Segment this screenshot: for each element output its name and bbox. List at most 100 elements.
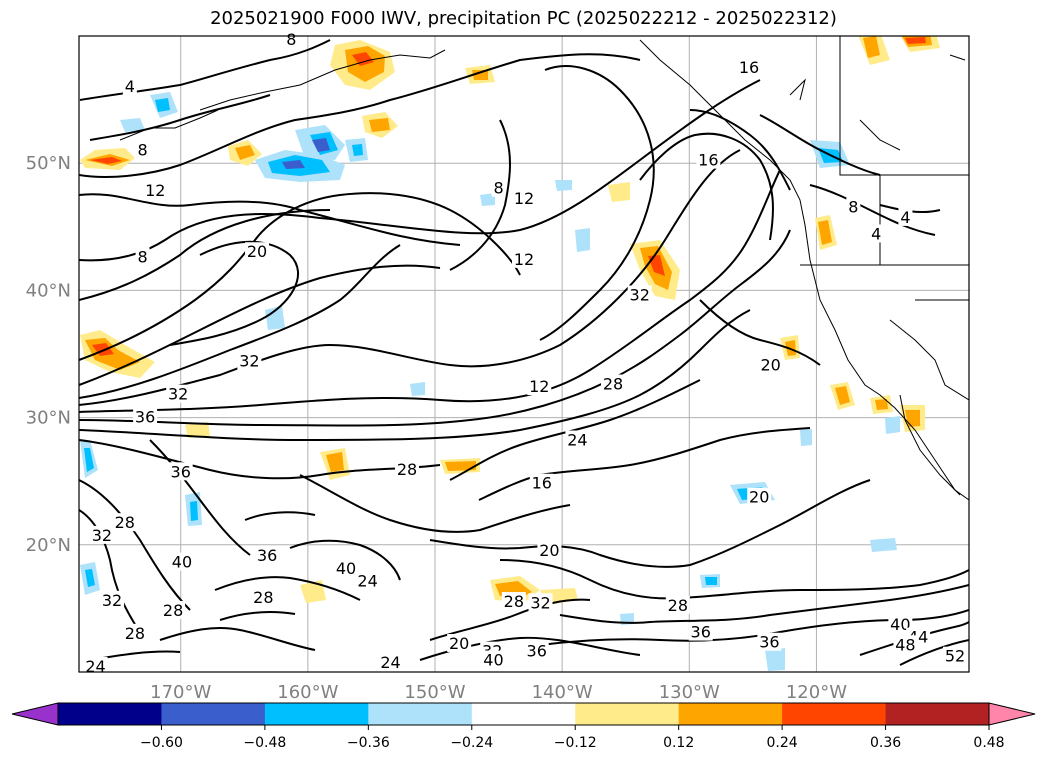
colorbar-swatch [782,703,887,725]
contour-label-bg [83,656,108,675]
colorbar-tick-label: −0.60 [140,735,183,751]
contour-label-text: 40 [890,615,910,634]
contour-label: 16 [696,150,721,170]
contour-label-bg [757,632,782,651]
contour-label-bg [112,513,137,532]
contour-label-text: 32 [530,593,550,612]
contour-label-text: 24 [85,657,105,676]
contour-label: 24 [378,653,403,672]
contour-label-text: 12 [145,181,165,200]
colorbar-swatch [471,703,576,725]
contour-label-text: 4 [125,77,135,96]
colorbar-swatch [678,703,783,725]
contour-label-text: 36 [257,546,277,565]
contour-label-text: 8 [137,247,147,266]
lon-tick-label: 120°W [786,682,847,703]
lat-tick-label: 50°N [26,153,71,174]
colorbar-tick-label: 0.12 [663,735,694,751]
contour-label-text: 36 [527,642,547,661]
contour-label-bg [524,641,549,660]
colorbar-swatch [161,703,266,725]
contour-label-text: 48 [895,635,915,654]
contour-label: 20 [537,541,562,560]
lon-tick-label: 130°W [659,682,720,703]
lon-tick-label: 140°W [532,682,593,703]
contour-label-text: 36 [691,623,711,642]
lat-tick-label: 40°N [26,280,71,301]
contour-label-bg [122,623,147,642]
contour-label-bg [133,407,158,426]
contour-label-bg [491,178,506,197]
contour-label: 28 [665,595,690,615]
contour-label: 8 [491,178,506,198]
contour-label-bg [512,249,536,268]
gridlines [79,36,969,672]
contour-label: 24 [565,430,590,449]
lat-tick-label: 30°N [26,408,71,429]
lon-tick-label: 170°W [150,682,211,703]
colorbar-tick-label: −0.48 [243,735,286,751]
contour-label: 24 [83,656,108,676]
contour-label: 8 [846,197,861,217]
map-frame [78,35,970,673]
contour-label-bg [688,622,713,641]
contour-label-bg [89,525,114,544]
contour-label: 40 [481,650,506,670]
contour-label-bg [143,181,168,200]
contour-label-text: 32 [630,285,650,304]
contour-label-text: 28 [603,375,623,394]
contour-label: 28 [161,600,186,620]
contour-label-text: 28 [397,460,417,479]
contour-label-text: 32 [92,526,112,545]
contour-label: 20 [758,355,783,374]
contour-label-text: 36 [171,462,191,481]
contour-label-text: 24 [567,430,587,449]
colorbar-extend-high [988,702,1036,726]
colorbar-extend-low [11,702,59,726]
lon-tick-label: 150°W [404,682,465,703]
contour-label-bg [135,247,150,266]
contour-label-text: 28 [115,513,135,532]
contour-label: 28 [251,588,276,607]
colorbar-tick-label: −0.24 [450,735,493,751]
lon-tick-label: 160°W [277,682,338,703]
map-title: 2025021900 F000 IWV, precipitation PC (2… [210,8,837,29]
colorbar-tick-label: 0.48 [973,735,1004,751]
contour-label: 20 [447,634,472,653]
contour-label-text: 16 [532,474,552,493]
longitude-labels: 170°W 160°W 150°W 140°W 130°W 120°W [150,682,847,703]
contour-label-text: 36 [135,408,155,427]
contour-label-bg [943,646,968,665]
contour-label-text: 12 [529,377,549,396]
contour-label-bg [135,140,150,159]
contour-label: 28 [601,374,625,394]
lat-tick-label: 20°N [26,535,71,556]
contour-label: 36 [255,546,280,565]
contour-label-bg [122,76,137,95]
contour-label-text: 28 [163,601,183,620]
contour-label-text: 12 [514,250,534,269]
contour-label-bg [869,224,884,243]
contour-label: 16 [529,473,554,493]
contour-label: 28 [395,459,420,479]
contour-label-text: 52 [945,647,965,666]
contour-label-bg [528,593,553,612]
contour-label-text: 8 [848,198,858,217]
contour-label-bg [665,595,690,614]
contour-label-bg [395,459,420,478]
contour-label: 28 [112,513,137,532]
contour-label-bg [512,188,536,207]
contour-label-bg [846,197,861,216]
contour-label-text: 8 [286,30,296,49]
colorbar-swatch [885,703,990,725]
contour-label-text: 8 [137,140,147,159]
contour-label: 32 [166,384,191,404]
contour-label-bg [898,207,913,226]
colorbar-swatch [58,703,162,725]
contour-label: 32 [89,525,114,545]
contour-label: 36 [524,641,549,661]
contour-label-text: 4 [900,208,910,227]
contour-label-bg [737,57,762,76]
contour-label-text: 40 [172,553,192,572]
